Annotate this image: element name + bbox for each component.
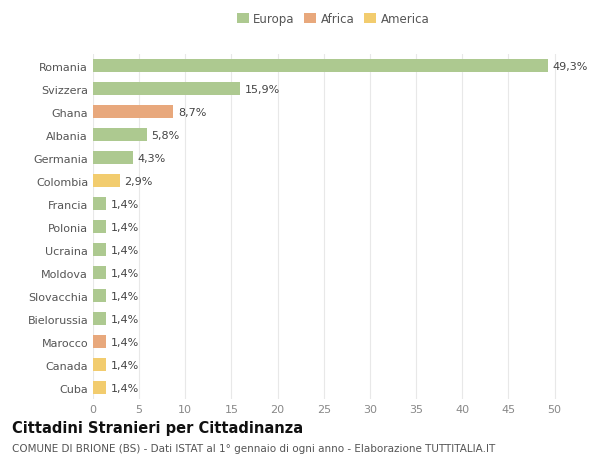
Text: 1,4%: 1,4% <box>110 383 139 393</box>
Bar <box>93 244 106 257</box>
Bar <box>93 336 106 348</box>
Text: Cittadini Stranieri per Cittadinanza: Cittadini Stranieri per Cittadinanza <box>12 420 303 435</box>
Bar <box>93 313 106 325</box>
Text: 1,4%: 1,4% <box>110 268 139 278</box>
Text: 49,3%: 49,3% <box>553 62 588 72</box>
Text: 2,9%: 2,9% <box>124 176 153 186</box>
Bar <box>93 221 106 234</box>
Text: 4,3%: 4,3% <box>137 153 166 163</box>
Text: 1,4%: 1,4% <box>110 245 139 255</box>
Bar <box>93 60 548 73</box>
Bar <box>93 83 240 96</box>
Bar <box>93 290 106 302</box>
Text: 1,4%: 1,4% <box>110 222 139 232</box>
Text: 1,4%: 1,4% <box>110 360 139 370</box>
Text: 8,7%: 8,7% <box>178 107 206 118</box>
Bar <box>93 381 106 394</box>
Text: 1,4%: 1,4% <box>110 199 139 209</box>
Text: 5,8%: 5,8% <box>151 130 179 140</box>
Text: COMUNE DI BRIONE (BS) - Dati ISTAT al 1° gennaio di ogni anno - Elaborazione TUT: COMUNE DI BRIONE (BS) - Dati ISTAT al 1°… <box>12 443 495 453</box>
Bar <box>93 198 106 211</box>
Legend: Europa, Africa, America: Europa, Africa, America <box>232 8 434 31</box>
Bar <box>93 267 106 280</box>
Text: 1,4%: 1,4% <box>110 314 139 324</box>
Text: 1,4%: 1,4% <box>110 337 139 347</box>
Bar <box>93 106 173 119</box>
Text: 15,9%: 15,9% <box>244 84 280 95</box>
Bar <box>93 175 120 188</box>
Text: 1,4%: 1,4% <box>110 291 139 301</box>
Bar <box>93 129 146 142</box>
Bar <box>93 358 106 371</box>
Bar <box>93 152 133 165</box>
